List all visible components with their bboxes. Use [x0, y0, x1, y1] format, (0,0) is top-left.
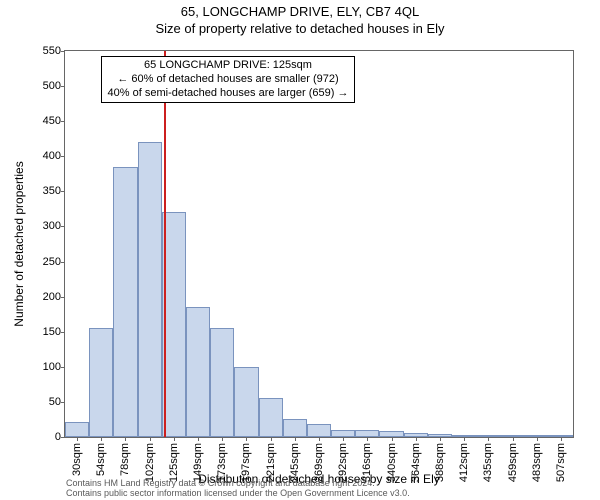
info-box-line: 40% of semi-detached houses are larger (…: [108, 87, 349, 101]
page-title: 65, LONGCHAMP DRIVE, ELY, CB7 4QL: [0, 0, 600, 19]
y-tick-mark: [61, 86, 65, 87]
x-tick-mark: [367, 437, 368, 441]
info-box-line: 65 LONGCHAMP DRIVE: 125sqm: [108, 59, 349, 73]
footer-line-2: Contains public sector information licen…: [66, 489, 576, 499]
x-tick-mark: [198, 437, 199, 441]
x-tick-mark: [77, 437, 78, 441]
histogram-bar: [307, 424, 331, 437]
chart-plot-area: 05010015020025030035040045050055030sqm54…: [64, 50, 574, 438]
x-tick-mark: [271, 437, 272, 441]
histogram-bar: [65, 422, 89, 437]
x-tick-mark: [125, 437, 126, 441]
histogram-bar: [186, 307, 210, 437]
histogram-bar: [283, 419, 307, 437]
x-tick-mark: [246, 437, 247, 441]
x-tick-mark: [561, 437, 562, 441]
x-tick-mark: [295, 437, 296, 441]
x-tick-mark: [440, 437, 441, 441]
y-tick-mark: [61, 226, 65, 227]
y-tick-mark: [61, 156, 65, 157]
histogram-bar: [89, 328, 113, 437]
y-tick-mark: [61, 367, 65, 368]
x-tick-mark: [150, 437, 151, 441]
reference-line: [164, 51, 166, 437]
histogram-bar: [259, 398, 283, 437]
histogram-bar: [234, 367, 258, 437]
x-tick-mark: [222, 437, 223, 441]
y-tick-mark: [61, 437, 65, 438]
footer-attribution: Contains HM Land Registry data © Crown c…: [64, 479, 576, 499]
y-tick-mark: [61, 191, 65, 192]
x-tick-mark: [174, 437, 175, 441]
y-tick-mark: [61, 51, 65, 52]
x-tick-mark: [537, 437, 538, 441]
histogram-bar: [113, 167, 137, 437]
y-tick-mark: [61, 332, 65, 333]
x-tick-mark: [392, 437, 393, 441]
y-axis-label: Number of detached properties: [12, 50, 26, 438]
x-tick-mark: [416, 437, 417, 441]
x-tick-mark: [513, 437, 514, 441]
chart-subtitle: Size of property relative to detached ho…: [0, 19, 600, 36]
info-box: 65 LONGCHAMP DRIVE: 125sqm← 60% of detac…: [101, 56, 356, 103]
histogram-bar: [355, 430, 379, 437]
x-tick-mark: [464, 437, 465, 441]
x-tick-mark: [101, 437, 102, 441]
histogram-bar: [331, 430, 355, 437]
y-tick-mark: [61, 402, 65, 403]
y-tick-mark: [61, 297, 65, 298]
y-tick-mark: [61, 121, 65, 122]
x-tick-mark: [319, 437, 320, 441]
y-tick-mark: [61, 262, 65, 263]
histogram-bar: [210, 328, 234, 437]
x-tick-mark: [343, 437, 344, 441]
x-tick-mark: [488, 437, 489, 441]
info-box-line: ← 60% of detached houses are smaller (97…: [108, 73, 349, 87]
histogram-bar: [138, 142, 162, 437]
